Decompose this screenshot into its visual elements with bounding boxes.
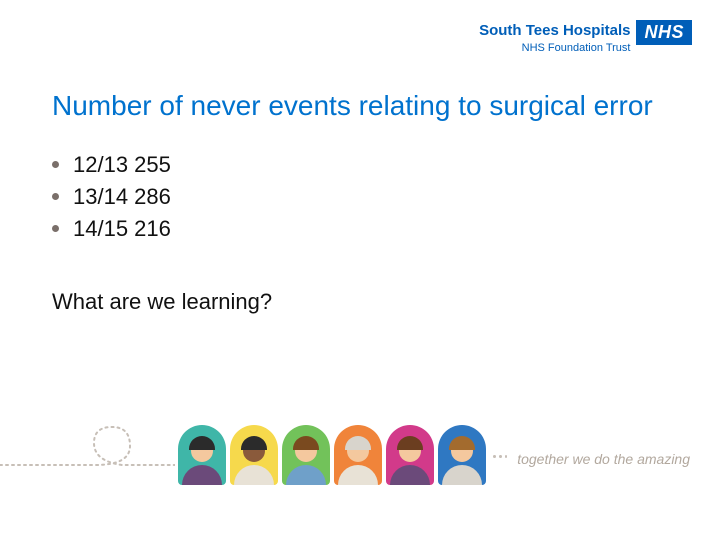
trust-subtitle: NHS Foundation Trust <box>479 42 630 55</box>
avatar-icon <box>230 425 278 485</box>
list-item: 12/13 255 <box>52 149 668 181</box>
trust-text: South Tees Hospitals NHS Foundation Trus… <box>479 22 630 55</box>
question-text: What are we learning? <box>52 287 668 318</box>
avatar-icon <box>334 425 382 485</box>
bullet-text: 14/15 216 <box>73 213 171 245</box>
bullet-icon <box>52 193 59 200</box>
avatar-row <box>178 425 486 485</box>
tagline: together we do the amazing <box>493 451 690 467</box>
list-item: 14/15 216 <box>52 213 668 245</box>
avatar-icon <box>282 425 330 485</box>
bullet-text: 13/14 286 <box>73 181 171 213</box>
header-logo: South Tees Hospitals NHS Foundation Trus… <box>479 22 692 55</box>
avatar-icon <box>438 425 486 485</box>
avatar-icon <box>386 425 434 485</box>
slide-title: Number of never events relating to surgi… <box>52 88 668 123</box>
tagline-text: together we do the amazing <box>517 451 690 467</box>
bullet-text: 12/13 255 <box>73 149 171 181</box>
trust-name: South Tees Hospitals <box>479 22 630 40</box>
dotted-loop-icon <box>0 421 175 477</box>
nhs-badge: NHS <box>636 20 692 45</box>
avatar-icon <box>178 425 226 485</box>
bullet-list: 12/13 255 13/14 286 14/15 216 <box>52 149 668 245</box>
footer: together we do the amazing <box>0 415 720 485</box>
tagline-dots-icon <box>493 455 507 463</box>
bullet-icon <box>52 225 59 232</box>
list-item: 13/14 286 <box>52 181 668 213</box>
slide-content: Number of never events relating to surgi… <box>52 88 668 317</box>
bullet-icon <box>52 161 59 168</box>
